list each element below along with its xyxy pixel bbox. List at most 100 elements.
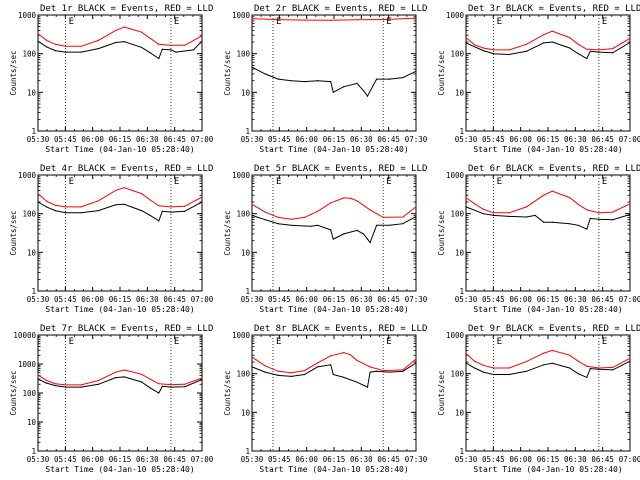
data-point-lld	[356, 359, 358, 361]
x-axis-label: Start Time (04-Jan-10 05:28:40)	[45, 465, 194, 474]
y-tick-label: 1	[31, 447, 36, 456]
data-point-lld	[402, 369, 404, 371]
x-tick-label: 06:00	[295, 295, 318, 304]
data-point-lld	[277, 19, 279, 21]
data-point-lld	[508, 49, 510, 51]
data-point-lld	[356, 200, 358, 202]
data-point-events	[251, 366, 253, 368]
data-point-lld	[65, 206, 67, 208]
data-point-events	[543, 364, 545, 366]
x-tick-label: 05:45	[482, 455, 505, 464]
y-tick-label: 100	[22, 50, 36, 59]
data-point-events	[115, 204, 117, 206]
y-axis-label: Counts/sec	[9, 370, 18, 415]
data-point-lld	[598, 212, 600, 214]
y-tick-label: 1000	[446, 331, 465, 340]
data-point-lld	[264, 211, 266, 213]
data-point-events	[525, 216, 528, 218]
data-point-lld	[201, 377, 203, 379]
series-line-lld	[465, 349, 631, 369]
data-point-events	[65, 51, 67, 53]
data-point-events	[65, 212, 67, 214]
data-point-lld	[569, 37, 571, 39]
data-point-lld	[303, 216, 306, 218]
data-point-lld	[184, 205, 186, 207]
data-point-events	[332, 238, 334, 240]
data-point-lld	[493, 49, 495, 51]
data-point-events	[251, 214, 253, 216]
data-point-lld	[356, 19, 358, 21]
data-point-events	[310, 225, 312, 227]
x-tick-label: 05:30	[241, 455, 264, 464]
data-point-lld	[97, 200, 99, 202]
x-axis-label: Start Time (04-Jan-10 05:28:40)	[259, 305, 408, 314]
data-point-events	[589, 217, 591, 220]
data-point-events	[54, 50, 56, 52]
y-tick-label: 1000	[18, 360, 37, 369]
data-point-events	[303, 225, 306, 227]
data-point-events	[264, 73, 266, 75]
data-point-events	[376, 78, 378, 80]
data-point-events	[303, 81, 306, 83]
eclipse-marker-label: E	[602, 337, 607, 347]
data-point-events	[415, 215, 417, 217]
data-point-events	[389, 224, 391, 226]
data-point-events	[493, 53, 495, 55]
data-point-events	[170, 386, 172, 388]
chart-det-1: Det 1r BLACK = Events, RED = LLD 1 10 100 10…	[9, 4, 214, 154]
data-point-events	[356, 229, 358, 231]
y-tick-label: 100	[236, 210, 250, 219]
x-tick-label: 06:45	[377, 455, 400, 464]
data-point-events	[54, 385, 56, 387]
data-point-events	[465, 42, 467, 44]
y-tick-label: 100	[450, 210, 464, 219]
y-tick-label: 1	[245, 127, 250, 136]
x-tick-label: 05:45	[268, 135, 291, 144]
data-point-events	[317, 80, 319, 82]
data-point-events	[362, 90, 365, 92]
y-tick-label: 1	[459, 447, 464, 456]
data-point-events	[465, 206, 467, 208]
data-point-events	[54, 210, 56, 212]
series-line-lld	[465, 190, 631, 214]
data-point-lld	[330, 355, 332, 357]
data-point-events	[184, 210, 186, 212]
chart-title: Det 6r BLACK = Events, RED = LLD	[468, 164, 640, 174]
x-axis-label: Start Time (04-Jan-10 05:28:40)	[45, 305, 194, 314]
data-point-events	[37, 40, 39, 42]
data-point-events	[612, 369, 614, 371]
x-tick-label: 06:45	[163, 295, 186, 304]
eclipse-marker-label: E	[69, 337, 74, 347]
data-point-lld	[115, 371, 117, 373]
data-point-lld	[629, 203, 631, 205]
x-tick-label: 07:00	[619, 455, 640, 464]
data-point-events	[115, 377, 117, 379]
data-point-events	[551, 221, 553, 223]
data-point-lld	[54, 204, 56, 206]
data-point-events	[158, 220, 160, 222]
chart-det-7: Det 7r BLACK = Events, RED = LLD 1 10 100 10…	[9, 324, 214, 474]
x-tick-label: 06:30	[564, 295, 587, 304]
data-point-events	[586, 57, 588, 60]
y-tick-label: 10	[241, 408, 251, 417]
data-point-events	[330, 364, 332, 366]
data-point-events	[356, 381, 358, 383]
series-line-lld	[37, 369, 203, 386]
data-point-events	[192, 49, 194, 51]
chart-title: Det 3r BLACK = Events, RED = LLD	[468, 4, 640, 14]
data-point-events	[465, 362, 467, 364]
y-tick-label: 1000	[232, 331, 251, 340]
data-point-events	[551, 41, 553, 43]
data-point-events	[543, 42, 545, 44]
data-point-events	[474, 367, 476, 369]
data-point-lld	[149, 199, 151, 201]
y-axis-label: Counts/sec	[437, 210, 446, 255]
data-point-lld	[465, 353, 467, 355]
data-point-lld	[586, 365, 588, 367]
series-line-lld	[251, 352, 417, 374]
data-point-lld	[569, 197, 571, 199]
data-point-lld	[141, 373, 143, 375]
plot-frame	[37, 14, 203, 132]
x-axis-label: Start Time (04-Jan-10 05:28:40)	[473, 465, 622, 474]
data-point-lld	[330, 19, 332, 21]
